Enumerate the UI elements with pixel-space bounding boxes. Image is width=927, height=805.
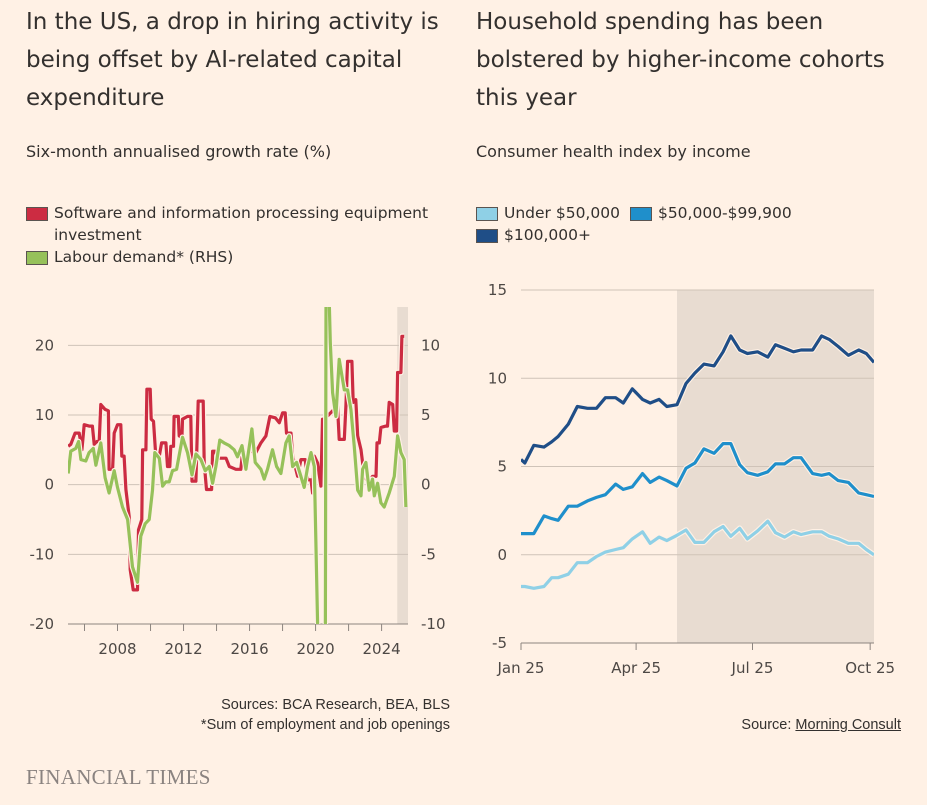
series-line-100-000 [521,334,874,465]
series-line-under-50-000 [521,519,874,590]
y2-tick-label: -10 [421,615,446,633]
right-source: Source: Morning Consult [741,715,901,735]
y-tick-label: 10 [488,369,507,387]
legend-label: Under $50,000 [504,204,620,222]
y-tick-label: -10 [30,545,55,563]
series-line-software-and-information-processing-equipment-investment [68,334,405,592]
legend-swatch-dark-blue [476,229,498,243]
legend-label: Labour demand* (RHS) [54,248,234,266]
x-tick-label: 2020 [296,640,334,658]
legend-swatch-mid-blue [629,207,652,221]
y-tick-label: 20 [35,336,54,354]
right-legend: Under $50,000 $50,000-$99,900 $100,000+ [476,202,906,246]
series-line-labour-demand-rhs [68,307,408,624]
x-tick-label: 2016 [230,640,268,658]
y2-tick-label: 0 [421,476,431,494]
legend-label: Software and information processing equi… [54,204,429,244]
legend-item-under-50k: Under $50,000 [476,202,620,224]
legend-item-100k-plus: $100,000+ [476,224,906,246]
y-tick-label: 10 [35,406,54,424]
x-tick-label: 2008 [98,640,136,658]
left-sources-text: Sources: BCA Research, BEA, BLS [221,697,450,713]
series-group [68,307,408,624]
left-sources: Sources: BCA Research, BEA, BLS *Sum of … [201,695,450,735]
left-chart-subtitle: Six-month annualised growth rate (%) [26,142,332,161]
series-group [521,333,874,592]
x-tick-label: Jul 25 [731,659,774,677]
legend-item-labour: Labour demand* (RHS) [26,246,446,268]
y-tick-label: 0 [497,546,507,564]
legend-label: $100,000+ [504,226,591,244]
right-chart-subtitle: Consumer health index by income [476,142,751,161]
legend-item-software: Software and information processing equi… [26,202,446,246]
y2-tick-label: -5 [421,545,436,563]
legend-swatch-green [26,251,48,265]
ft-logo: FINANCIAL TIMES [26,765,211,789]
x-tick-label: Oct 25 [845,659,895,677]
x-tick-label: Jan 25 [497,659,545,677]
right-chart-title: Household spending has been bolstered by… [476,9,885,111]
x-tick-label: Apr 25 [611,659,661,677]
left-chart-title: In the US, a drop in hiring activity is … [26,9,439,111]
right-source-prefix: Source: [741,717,796,733]
y-tick-label: 0 [44,476,54,494]
legend-item-50k-99k: $50,000-$99,900 [629,202,792,224]
series-line-50-000-99-900 [521,442,874,536]
y-tick-label: -5 [492,634,507,652]
y-tick-label: 15 [488,281,507,299]
morning-consult-link[interactable]: Morning Consult [795,717,901,733]
chart-1: -5 0 5 10 15 Jan 25 Apr 25 Jul 25 Oct 25 [488,281,895,677]
left-legend: Software and information processing equi… [26,202,446,268]
x-tick-label: 2024 [362,640,400,658]
legend-label: $50,000-$99,900 [657,204,792,222]
y-tick-label: 5 [497,458,507,476]
legend-swatch-red [26,207,48,221]
y2-tick-label: 10 [421,336,440,354]
x-tick-label: 2012 [164,640,202,658]
y2-tick-label: 5 [421,406,431,424]
y-tick-label: -20 [30,615,55,633]
left-footnote: *Sum of employment and job openings [200,717,450,733]
legend-swatch-light-blue [476,207,498,221]
chart-0: -20 -10 0 10 20 -10 -5 0 5 10 2008 2012 2016 2020 2024 [30,307,446,658]
